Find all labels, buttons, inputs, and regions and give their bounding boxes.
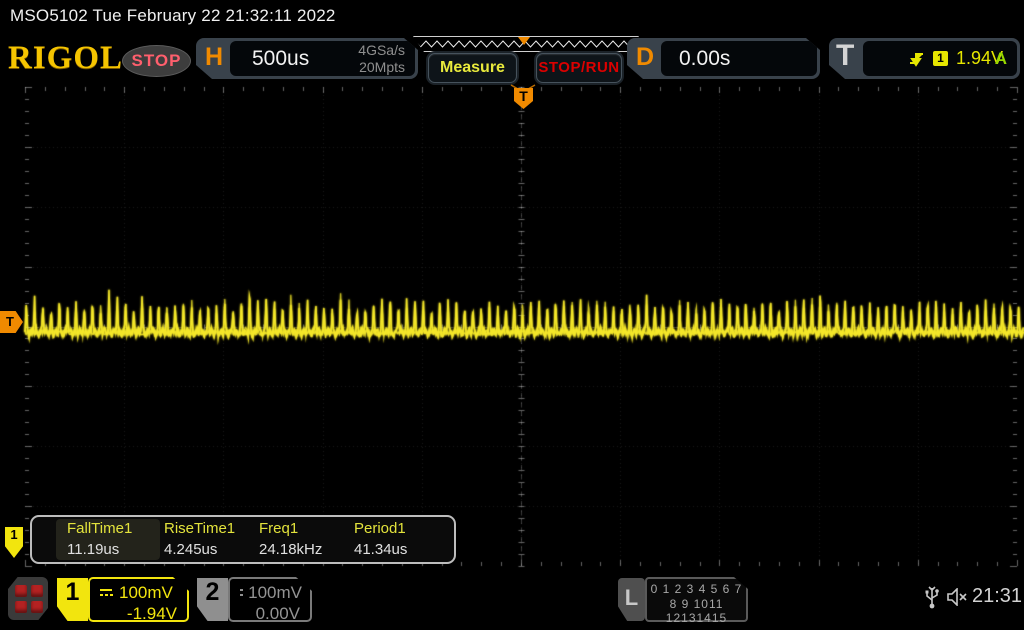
stop-run-button[interactable]: STOP/RUN: [536, 53, 622, 83]
measurement-item[interactable]: FallTime1 11.19us: [67, 520, 133, 558]
measurement-selected-highlight: [56, 519, 160, 560]
measure-button[interactable]: Measure: [428, 53, 517, 83]
horizontal-timebase-box[interactable]: H 500us 4GSa/s 20Mpts: [196, 38, 418, 79]
acquisition-state-badge: STOP: [122, 45, 191, 77]
horizontal-label: H: [205, 43, 224, 71]
channel2-offset: 0.00V: [255, 604, 300, 623]
channel1-status-box[interactable]: 100mV -1.94V: [88, 577, 189, 622]
menu-grid-icon: [31, 585, 43, 597]
channel1-scale: 100mV: [119, 583, 173, 602]
delay-value: 0.00s: [679, 46, 731, 70]
channel1-position-marker[interactable]: 1: [5, 527, 23, 558]
channel1-offset: -1.94V: [126, 604, 177, 623]
clock-text: 21:31: [972, 585, 1023, 607]
logic-analyzer-status-box[interactable]: 0 1 2 3 4 5 6 7 8 9 1011 12131415: [645, 577, 748, 622]
overview-position-marker-icon[interactable]: [518, 37, 530, 45]
trigger-box[interactable]: T 1 1.94V A: [829, 38, 1020, 79]
channel2-status-box[interactable]: 100mV 0.00V: [228, 577, 312, 622]
rigol-logo: RIGOL: [8, 40, 124, 76]
measurement-results-panel[interactable]: FallTime1 11.19us RiseTime1 4.245us Freq…: [30, 515, 456, 564]
delay-label: D: [636, 43, 655, 71]
sample-rate-depth: 4GSa/s 20Mpts: [358, 42, 405, 75]
measurement-item[interactable]: Freq1 24.18kHz: [259, 520, 323, 558]
trigger-position-marker[interactable]: T: [514, 88, 533, 109]
trigger-level-value: 1.94V: [956, 48, 1004, 68]
trigger-level-marker[interactable]: T: [0, 311, 23, 333]
speaker-muted-icon: [947, 588, 967, 606]
digital-channels-row2: 8 9 1011 12131415: [665, 597, 728, 625]
measurement-item[interactable]: RiseTime1 4.245us: [164, 520, 236, 558]
menu-grid-button[interactable]: [8, 577, 48, 620]
timebase-value: 500us: [252, 46, 310, 70]
falling-edge-icon: [907, 51, 925, 67]
menu-grid-icon: [15, 585, 27, 597]
digital-channels-row1: 0 1 2 3 4 5 6 7: [650, 582, 743, 596]
menu-grid-icon: [31, 601, 43, 613]
delay-box[interactable]: D 0.00s: [627, 38, 820, 79]
channel2-scale: 100mV: [248, 583, 302, 602]
model-datetime-text: MSO5102 Tue February 22 21:32:11 2022: [10, 6, 336, 25]
dc-coupling-icon: [98, 587, 114, 599]
measurement-item[interactable]: Period1 41.34us: [354, 520, 408, 558]
dc-coupling-icon: [238, 587, 243, 599]
trigger-label: T: [836, 39, 855, 72]
usb-icon: [925, 586, 939, 609]
trigger-mode-auto: A: [994, 48, 1007, 68]
menu-grid-icon: [15, 601, 27, 613]
trigger-source-badge: 1: [933, 51, 948, 66]
